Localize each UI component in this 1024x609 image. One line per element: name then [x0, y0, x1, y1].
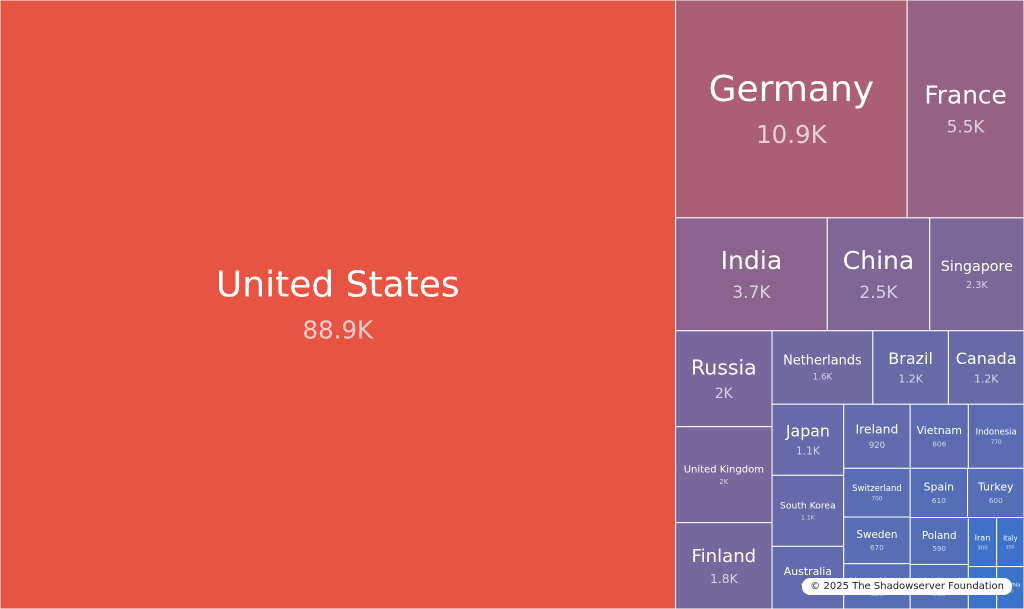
tile-label: Sweden [856, 529, 897, 541]
tile-value: 2K [719, 478, 728, 486]
tile [996, 517, 1024, 568]
tile-label: China [843, 246, 914, 275]
tile-label: Singapore [941, 259, 1013, 275]
tile [906, 0, 1024, 219]
tile-value: 1.2K [898, 373, 923, 386]
tile-value: 1.2K [974, 373, 999, 386]
tile-value: 920 [869, 441, 885, 451]
tile-label: Ireland [856, 422, 899, 437]
tile-value: 700 [871, 497, 882, 503]
tile [826, 217, 931, 332]
tile [967, 517, 998, 568]
tile [675, 217, 828, 332]
tile-label: United States [216, 265, 460, 306]
tile [675, 330, 773, 428]
tile-label: Canada [956, 349, 1017, 368]
tile-value: 600 [989, 496, 1003, 505]
tile [675, 426, 773, 524]
tile [843, 467, 911, 518]
tile-value: 806 [932, 439, 946, 448]
tile [909, 467, 969, 519]
tile-value: 300 [977, 546, 988, 552]
tile-label: Indonesia [976, 428, 1017, 438]
tile-label: Poland [922, 530, 957, 542]
tile-value: 1.6K [813, 373, 833, 383]
tile-label: Switzerland [852, 484, 902, 494]
tile-value: 290 [1006, 545, 1015, 551]
tile-value: 1.8K [710, 572, 739, 586]
tile-value: 1.1K [801, 515, 816, 522]
tile-label: France [924, 81, 1006, 110]
tile-value: 10.9K [756, 120, 828, 149]
tile-value: 1.1K [796, 445, 821, 458]
tile-label: South Korea [780, 501, 836, 512]
source-badge: © 2025 The Shadowserver Foundation [802, 578, 1012, 595]
tile-label: Japan [785, 421, 830, 440]
tile-value: 590 [932, 544, 946, 553]
tile-value: 2.3K [966, 280, 988, 291]
tile [771, 545, 845, 609]
tile-label: Spain [924, 480, 954, 493]
tile-label: Finland [692, 546, 757, 567]
tile [843, 403, 911, 469]
tile-label: United Kingdom [684, 465, 764, 476]
tile-value: 610 [932, 496, 946, 505]
tile-label: Netherlands [783, 354, 862, 369]
tile-label: Australia [784, 565, 832, 578]
tile-label: Turkey [977, 480, 1014, 493]
tile [843, 516, 911, 565]
tile [872, 330, 949, 405]
tile-label: Germany [709, 69, 874, 110]
tile [771, 474, 845, 547]
tile-value: 2K [715, 386, 734, 402]
tile-label: Vietnam [917, 424, 962, 437]
tile [929, 217, 1024, 332]
tile-value: 5.5K [947, 116, 986, 136]
tile [967, 467, 1024, 519]
tile [909, 517, 969, 565]
tile-value: 88.9K [302, 316, 374, 345]
tile-value: 2.5K [859, 283, 898, 303]
tile [0, 0, 677, 609]
tile [771, 403, 845, 476]
tile-label: Iran [975, 532, 991, 542]
tile-value: 3.7K [732, 283, 771, 303]
tile-label: India [721, 246, 783, 275]
tile-label: Brazil [888, 349, 933, 368]
tile-value: 770 [991, 440, 1002, 446]
tile [947, 330, 1024, 405]
tile-label: Italy [1003, 535, 1018, 543]
tile [675, 0, 908, 219]
tile-value: 670 [870, 543, 884, 552]
tile-label: Russia [691, 356, 757, 380]
